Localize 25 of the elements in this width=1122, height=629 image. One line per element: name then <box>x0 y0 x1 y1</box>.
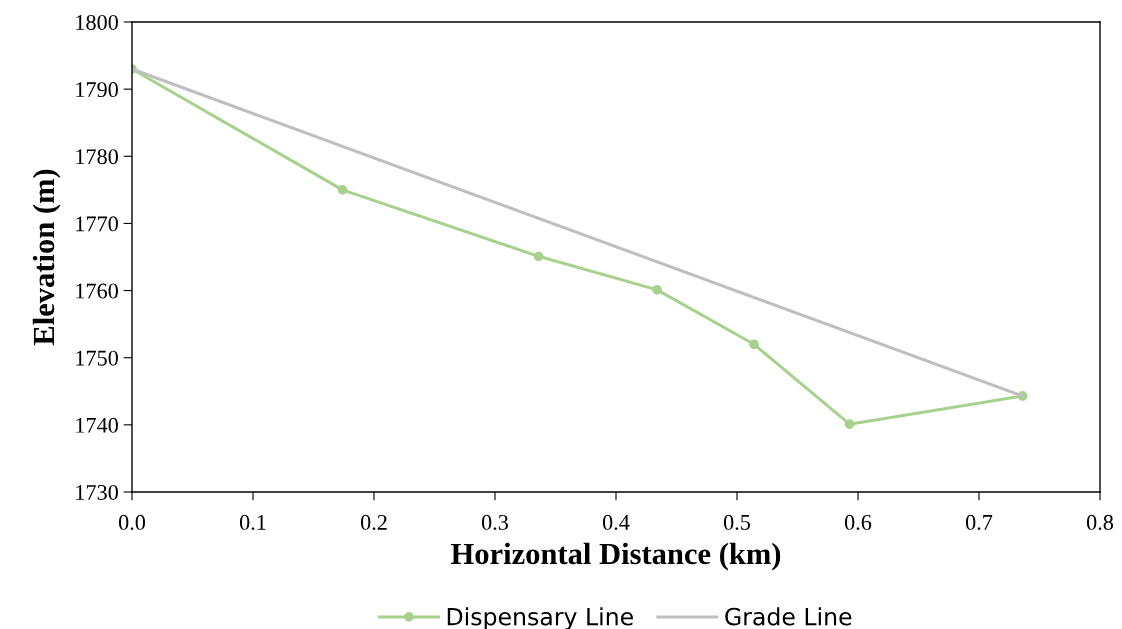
legend-label: Grade Line <box>725 607 852 626</box>
x-tick-label: 0.7 <box>965 514 993 530</box>
point <box>337 184 348 195</box>
y-tick-label: 1750 <box>76 350 118 366</box>
x-tick-label: 0.1 <box>239 514 266 530</box>
point <box>749 339 759 350</box>
y-tick-label: 1800 <box>76 14 118 30</box>
x-tick-label: 0.4 <box>602 514 630 530</box>
y-tick-label: 1740 <box>76 417 118 433</box>
x-tick-label: 0.8 <box>1086 514 1114 530</box>
point <box>533 251 544 262</box>
x-tick-label: 0.3 <box>481 514 509 530</box>
point <box>844 419 855 430</box>
y-tick-label: 1730 <box>76 484 118 500</box>
y-tick-label: 1770 <box>76 216 118 232</box>
x-tick-label: 0.5 <box>723 514 751 530</box>
x-tick-label: 0.0 <box>118 514 146 530</box>
x-axis-title: Horizontal Distance (km) <box>451 542 781 571</box>
y-tick-label: 1760 <box>76 283 118 299</box>
x-tick-label: 0.2 <box>360 514 387 530</box>
x-tick-label: 0.6 <box>844 514 872 530</box>
y-axis-title: Elevation (m) <box>32 169 61 346</box>
y-tick-label: 1780 <box>76 149 118 165</box>
point <box>652 285 663 295</box>
y-tick-label: 1790 <box>76 82 118 98</box>
